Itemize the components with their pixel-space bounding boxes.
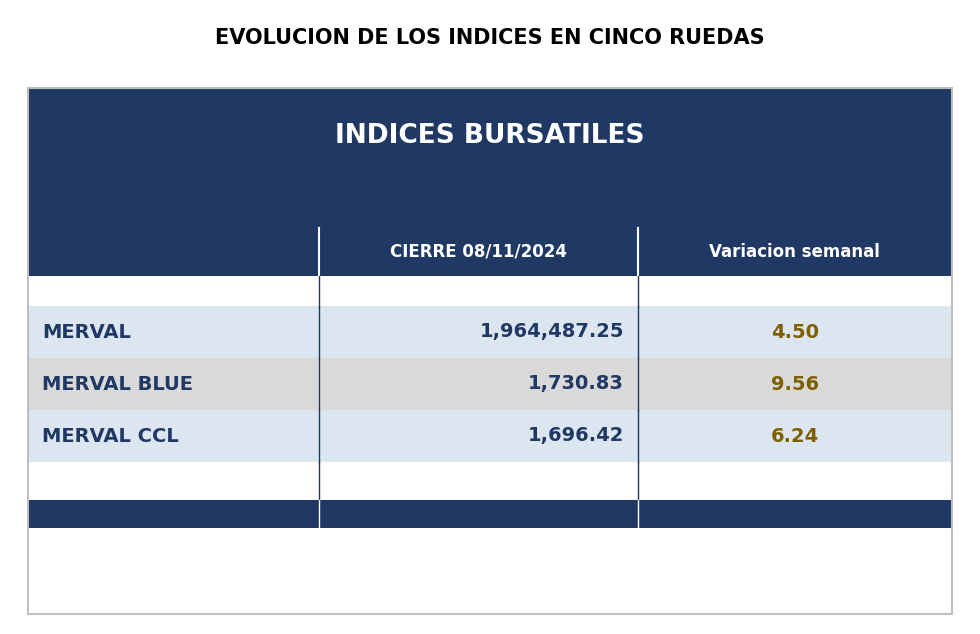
Text: 9.56: 9.56: [771, 375, 819, 394]
Text: MERVAL: MERVAL: [42, 323, 131, 342]
Bar: [28, 462, 952, 500]
Bar: [28, 88, 952, 96]
Bar: [28, 306, 952, 358]
Text: 1,964,487.25: 1,964,487.25: [479, 323, 624, 342]
Text: MERVAL BLUE: MERVAL BLUE: [42, 375, 193, 394]
Text: EVOLUCION DE LOS INDICES EN CINCO RUEDAS: EVOLUCION DE LOS INDICES EN CINCO RUEDAS: [216, 28, 764, 48]
Bar: [28, 176, 952, 228]
Bar: [28, 96, 952, 176]
Bar: [28, 228, 952, 276]
Bar: [28, 410, 952, 462]
Text: CIERRE 08/11/2024: CIERRE 08/11/2024: [390, 243, 567, 261]
Bar: [28, 88, 952, 614]
Bar: [28, 276, 952, 306]
Text: 6.24: 6.24: [771, 427, 819, 446]
Text: INDICES BURSATILES: INDICES BURSATILES: [335, 123, 645, 149]
Text: Variacion semanal: Variacion semanal: [710, 243, 880, 261]
Text: MERVAL CCL: MERVAL CCL: [42, 427, 178, 446]
Text: 1,730.83: 1,730.83: [528, 375, 624, 394]
Bar: [28, 358, 952, 410]
Text: 1,696.42: 1,696.42: [527, 427, 624, 446]
Bar: [28, 500, 952, 528]
Text: 4.50: 4.50: [771, 323, 819, 342]
